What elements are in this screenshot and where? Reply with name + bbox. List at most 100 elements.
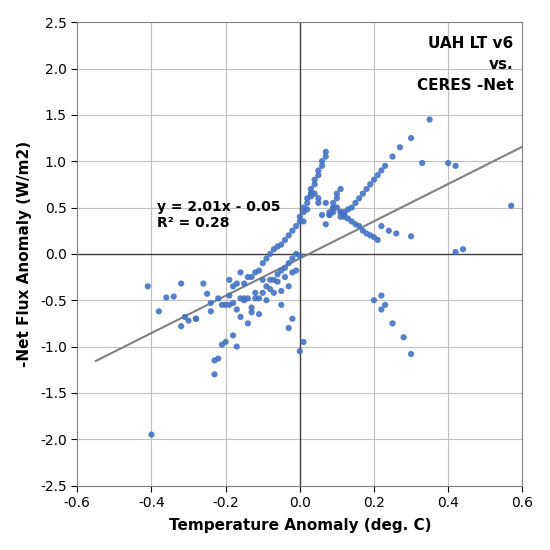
Point <box>340 212 349 221</box>
Point <box>258 258 267 267</box>
Point <box>373 235 382 244</box>
Point <box>359 226 367 235</box>
Point <box>355 194 364 202</box>
Point <box>444 158 453 167</box>
Point <box>221 300 230 309</box>
Point <box>225 276 234 284</box>
Point <box>199 279 208 288</box>
Point <box>406 232 415 241</box>
Point <box>318 162 327 170</box>
Point <box>333 189 342 198</box>
Point <box>325 211 334 219</box>
Point <box>425 115 434 124</box>
Point <box>155 307 163 316</box>
Point <box>280 263 289 272</box>
Point <box>406 134 415 142</box>
Point <box>459 245 468 254</box>
Point <box>255 294 263 302</box>
Point <box>262 282 271 291</box>
Point <box>280 273 289 282</box>
Point <box>177 279 185 288</box>
Point <box>277 287 285 295</box>
Point <box>191 315 200 323</box>
Point <box>373 170 382 179</box>
Point <box>336 208 345 217</box>
Point <box>381 300 389 309</box>
Point <box>333 203 342 212</box>
Point <box>229 331 238 340</box>
Point <box>240 294 249 302</box>
Point <box>266 285 274 294</box>
Point <box>284 323 293 332</box>
Point <box>251 268 260 277</box>
Text: y = 2.01x - 0.05
R² = 0.28: y = 2.01x - 0.05 R² = 0.28 <box>157 200 280 230</box>
Point <box>240 296 249 305</box>
Point <box>418 158 427 167</box>
Point <box>236 312 245 321</box>
Point <box>270 276 278 284</box>
Point <box>384 226 393 235</box>
Point <box>292 222 300 230</box>
Point <box>336 208 345 217</box>
Point <box>270 245 278 254</box>
Point <box>377 305 386 314</box>
Point <box>366 231 375 240</box>
Point <box>177 322 185 331</box>
Point <box>321 152 330 161</box>
Point <box>240 279 249 288</box>
Point <box>236 294 245 302</box>
Point <box>351 220 360 229</box>
Point <box>329 199 338 207</box>
Point <box>370 175 378 184</box>
Point <box>251 294 260 302</box>
Point <box>344 214 353 223</box>
Point <box>277 240 285 249</box>
Point <box>280 235 289 244</box>
Point <box>229 299 238 307</box>
Point <box>244 273 252 282</box>
Point <box>314 194 323 202</box>
Point <box>210 356 219 365</box>
Point <box>284 258 293 267</box>
Point <box>218 340 227 349</box>
Point <box>292 266 300 275</box>
Point <box>292 250 300 258</box>
Point <box>355 222 364 230</box>
Point <box>362 229 371 238</box>
Point <box>310 175 319 184</box>
Point <box>303 194 312 202</box>
Point <box>310 189 319 198</box>
Point <box>306 192 315 201</box>
Point <box>236 268 245 277</box>
Point <box>284 282 293 291</box>
Point <box>273 270 282 279</box>
Point <box>180 312 189 321</box>
Point <box>321 199 330 207</box>
Point <box>299 217 308 226</box>
Point <box>344 205 353 214</box>
Point <box>314 199 323 207</box>
Point <box>247 303 256 312</box>
Point <box>325 208 334 217</box>
Point <box>295 347 304 356</box>
Text: UAH LT v6
vs.
CERES -Net: UAH LT v6 vs. CERES -Net <box>417 36 514 93</box>
Point <box>266 250 274 258</box>
Point <box>303 205 312 214</box>
Point <box>258 288 267 297</box>
Point <box>388 319 397 328</box>
Point <box>144 282 152 291</box>
Point <box>225 300 234 309</box>
Point <box>288 268 297 277</box>
Point <box>273 277 282 286</box>
Point <box>299 208 308 217</box>
Point <box>366 180 375 189</box>
Point <box>359 189 367 198</box>
Point <box>306 185 315 194</box>
Point <box>388 152 397 161</box>
Point <box>333 194 342 202</box>
Point <box>377 166 386 175</box>
Point <box>214 294 223 302</box>
Point <box>325 211 334 219</box>
Point <box>295 251 304 260</box>
Point <box>451 248 460 256</box>
